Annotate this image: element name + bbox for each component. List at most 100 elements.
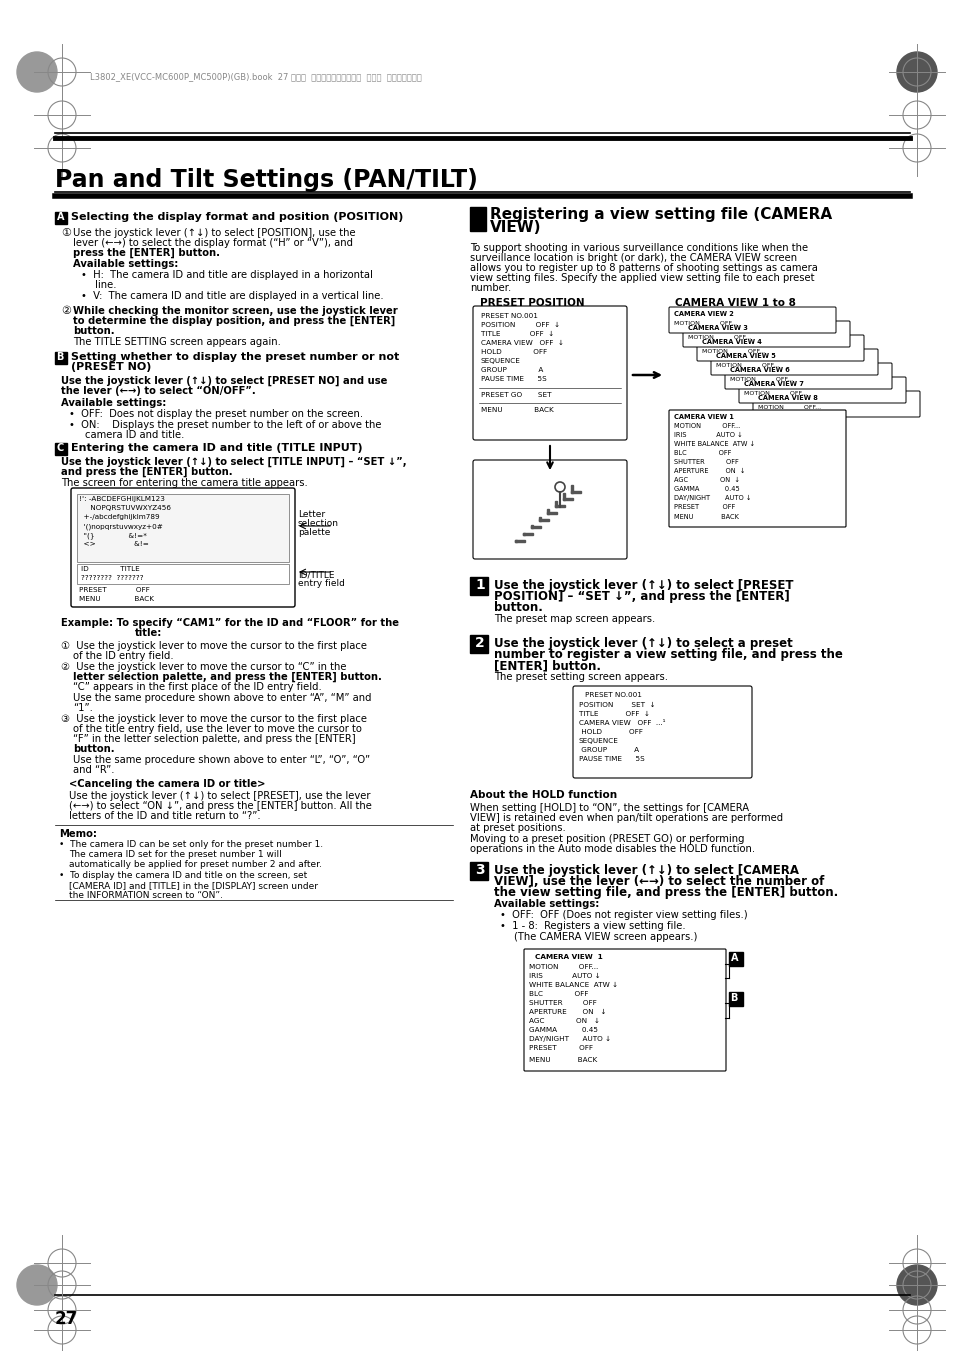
- Text: L3802_XE(VCC-MC600P_MC500P)(GB).book  27 ページ  ２００７年１月１８日  木曜日  午前９時４４分: L3802_XE(VCC-MC600P_MC500P)(GB).book 27 …: [90, 72, 421, 81]
- Text: Selecting the display format and position (POSITION): Selecting the display format and positio…: [71, 212, 403, 222]
- Text: When setting [HOLD] to “ON”, the settings for [CAMERA: When setting [HOLD] to “ON”, the setting…: [470, 802, 748, 813]
- Text: VIEW): VIEW): [490, 220, 541, 235]
- Text: ②: ②: [61, 305, 71, 316]
- Text: HOLD            OFF: HOLD OFF: [578, 730, 642, 735]
- Text: Available settings:: Available settings:: [494, 898, 598, 909]
- Circle shape: [17, 1265, 57, 1305]
- FancyBboxPatch shape: [739, 377, 905, 403]
- Text: “C” appears in the first place of the ID entry field.: “C” appears in the first place of the ID…: [73, 682, 321, 692]
- Text: A: A: [56, 212, 64, 222]
- Text: and press the [ENTER] button.: and press the [ENTER] button.: [61, 467, 233, 477]
- FancyBboxPatch shape: [473, 305, 626, 440]
- Text: 3: 3: [475, 863, 484, 877]
- Text: PAUSE TIME      5S: PAUSE TIME 5S: [578, 757, 644, 762]
- Text: WHITE BALANCE  ATW ↓: WHITE BALANCE ATW ↓: [673, 440, 754, 447]
- Text: The camera ID set for the preset number 1 will: The camera ID set for the preset number …: [69, 850, 281, 859]
- FancyBboxPatch shape: [724, 363, 891, 389]
- Text: '()nopqrstuvwxyz+0#: '()nopqrstuvwxyz+0#: [79, 523, 163, 530]
- Bar: [531, 526, 533, 528]
- Text: [ENTER] button.: [ENTER] button.: [494, 659, 600, 671]
- Text: C: C: [56, 443, 64, 453]
- Text: Use the same procedure shown above to enter “A”, “M” and: Use the same procedure shown above to en…: [73, 693, 371, 703]
- Text: letter selection palette, and press the [ENTER] button.: letter selection palette, and press the …: [73, 671, 381, 682]
- Text: CAMERA VIEW  1: CAMERA VIEW 1: [535, 954, 602, 961]
- Bar: [531, 526, 540, 528]
- FancyBboxPatch shape: [752, 390, 919, 417]
- Text: HOLD              OFF: HOLD OFF: [480, 349, 547, 355]
- Text: <Canceling the camera ID or title>: <Canceling the camera ID or title>: [69, 780, 265, 789]
- Text: GROUP              A: GROUP A: [480, 367, 543, 373]
- Text: MOTION         OFF...: MOTION OFF...: [529, 965, 598, 970]
- Text: Use the joystick lever (↑↓) to select [PRESET: Use the joystick lever (↑↓) to select [P…: [494, 580, 793, 592]
- Text: camera ID and title.: camera ID and title.: [85, 430, 184, 440]
- Text: Use the joystick lever (↑↓) to select [PRESET NO] and use: Use the joystick lever (↑↓) to select [P…: [61, 376, 387, 386]
- Text: PRESET          OFF: PRESET OFF: [529, 1046, 593, 1051]
- Text: DAY/NIGHT       AUTO ↓: DAY/NIGHT AUTO ↓: [673, 494, 751, 501]
- Circle shape: [896, 1265, 936, 1305]
- Bar: [515, 540, 517, 542]
- Text: The preset map screen appears.: The preset map screen appears.: [494, 613, 655, 624]
- Text: Use the joystick lever (↑↓) to select [TITLE INPUT] – “SET ↓”,: Use the joystick lever (↑↓) to select [T…: [61, 457, 406, 467]
- Text: MOTION          OFF...: MOTION OFF...: [701, 349, 764, 354]
- Text: PAUSE TIME      5S: PAUSE TIME 5S: [480, 376, 546, 382]
- Text: B: B: [730, 993, 737, 1002]
- Text: BLC               OFF: BLC OFF: [673, 450, 731, 457]
- Text: VIEW] is retained even when pan/tilt operations are performed: VIEW] is retained even when pan/tilt ope…: [470, 813, 782, 823]
- Text: APERTURE        ON  ↓: APERTURE ON ↓: [673, 467, 744, 474]
- Text: (PRESET NO): (PRESET NO): [71, 362, 152, 372]
- Text: ID/TITLE: ID/TITLE: [297, 570, 335, 580]
- Text: Available settings:: Available settings:: [73, 259, 178, 269]
- Text: PRESET NO.001: PRESET NO.001: [584, 692, 641, 698]
- Text: and “R”.: and “R”.: [73, 765, 114, 775]
- Bar: [562, 499, 573, 500]
- Text: !': -ABCDEFGHIJKLM123: !': -ABCDEFGHIJKLM123: [79, 496, 165, 503]
- Text: Moving to a preset position (PRESET GO) or performing: Moving to a preset position (PRESET GO) …: [470, 834, 743, 844]
- Bar: [562, 493, 564, 500]
- Text: A: A: [730, 952, 738, 963]
- Bar: [522, 534, 533, 535]
- FancyBboxPatch shape: [473, 459, 626, 559]
- Text: ①: ①: [61, 228, 71, 238]
- Text: PRESET GO       SET: PRESET GO SET: [480, 392, 551, 399]
- Text: NOPQRSTUVWXYZ456: NOPQRSTUVWXYZ456: [79, 505, 171, 511]
- Text: ID              TITLE: ID TITLE: [81, 566, 139, 571]
- FancyBboxPatch shape: [668, 307, 835, 332]
- Text: •  ​H:​  The camera ID and title are displayed in a horizontal: • ​H:​ The camera ID and title are displ…: [81, 270, 373, 280]
- Text: CAMERA VIEW 1 to 8: CAMERA VIEW 1 to 8: [675, 299, 795, 308]
- Text: palette: palette: [297, 528, 330, 536]
- Text: Setting whether to display the preset number or not: Setting whether to display the preset nu…: [71, 353, 399, 362]
- Bar: [55, 443, 67, 455]
- FancyBboxPatch shape: [71, 488, 294, 607]
- Text: CAMERA VIEW   OFF  ↓: CAMERA VIEW OFF ↓: [480, 340, 563, 346]
- Text: ③  Use the joystick lever to move the cursor to the first place: ③ Use the joystick lever to move the cur…: [61, 713, 367, 724]
- Text: AGC               ON  ↓: AGC ON ↓: [673, 477, 740, 484]
- Text: WHITE BALANCE  ATW ↓: WHITE BALANCE ATW ↓: [529, 982, 618, 988]
- Text: letters of the ID and title return to “?”.: letters of the ID and title return to “?…: [69, 811, 260, 821]
- Text: <>                 &!=: <> &!=: [79, 540, 149, 547]
- Text: the lever (←→) to select “ON/OFF”.: the lever (←→) to select “ON/OFF”.: [61, 386, 255, 396]
- Text: Entering the camera ID and title (TITLE INPUT): Entering the camera ID and title (TITLE …: [71, 443, 362, 453]
- Bar: [571, 485, 573, 493]
- Text: SEQUENCE: SEQUENCE: [480, 358, 520, 363]
- Bar: [538, 519, 548, 521]
- Text: POSITION         OFF  ↓: POSITION OFF ↓: [480, 322, 559, 328]
- Bar: [515, 540, 524, 542]
- Bar: [555, 501, 557, 507]
- Text: •  ​OFF:​  Does not display the preset number on the screen.: • ​OFF:​ Does not display the preset num…: [69, 409, 363, 419]
- Text: SHUTTER         OFF: SHUTTER OFF: [529, 1000, 597, 1006]
- Text: lever (←→) to select the display format (“H” or “V”), and: lever (←→) to select the display format …: [73, 238, 353, 249]
- Text: CAMERA VIEW 1: CAMERA VIEW 1: [673, 413, 733, 420]
- Text: •  The camera ID can be set only for the preset number 1.: • The camera ID can be set only for the …: [59, 840, 323, 848]
- Text: title:: title:: [135, 628, 162, 638]
- FancyBboxPatch shape: [523, 948, 725, 1071]
- Text: button.: button.: [73, 744, 114, 754]
- Bar: [538, 517, 540, 521]
- Text: MENU            BACK: MENU BACK: [529, 1056, 597, 1063]
- Text: The TITLE SETTING screen appears again.: The TITLE SETTING screen appears again.: [73, 336, 280, 347]
- FancyBboxPatch shape: [697, 335, 863, 361]
- Text: of the ID entry field.: of the ID entry field.: [73, 651, 173, 661]
- Text: CAMERA VIEW 8: CAMERA VIEW 8: [758, 394, 817, 401]
- Text: (The CAMERA VIEW screen appears.): (The CAMERA VIEW screen appears.): [514, 932, 697, 942]
- Circle shape: [896, 51, 936, 92]
- Text: operations in the Auto mode disables the HOLD function.: operations in the Auto mode disables the…: [470, 844, 755, 854]
